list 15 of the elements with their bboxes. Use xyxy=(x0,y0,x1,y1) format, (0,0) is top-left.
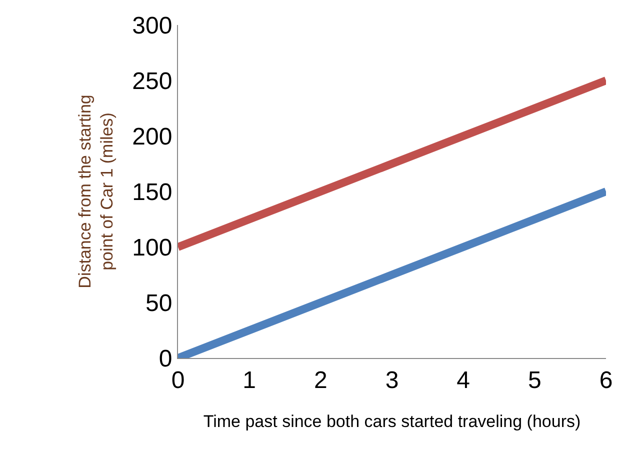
y-tick-label: 0 xyxy=(158,345,172,372)
x-tick-label: 6 xyxy=(599,366,613,394)
y-tick-label: 200 xyxy=(132,123,172,150)
x-axis-title: Time past since both cars started traveling (hours) xyxy=(203,412,581,432)
y-tick-label: 150 xyxy=(132,178,172,206)
x-tick-label: 4 xyxy=(456,366,470,394)
y-axis-title: Distance from the starting point of Car 1 (miles) xyxy=(76,94,117,288)
x-tick-label: 5 xyxy=(528,366,542,394)
x-tick-label: 1 xyxy=(242,366,256,394)
y-tick-label: 300 xyxy=(132,12,172,40)
y-tick-label: 250 xyxy=(132,68,172,95)
y-tick-label: 100 xyxy=(132,234,172,262)
x-tick-label: 3 xyxy=(385,366,399,394)
x-tick-label: 2 xyxy=(314,366,328,394)
y-tick-label: 50 xyxy=(145,290,172,317)
